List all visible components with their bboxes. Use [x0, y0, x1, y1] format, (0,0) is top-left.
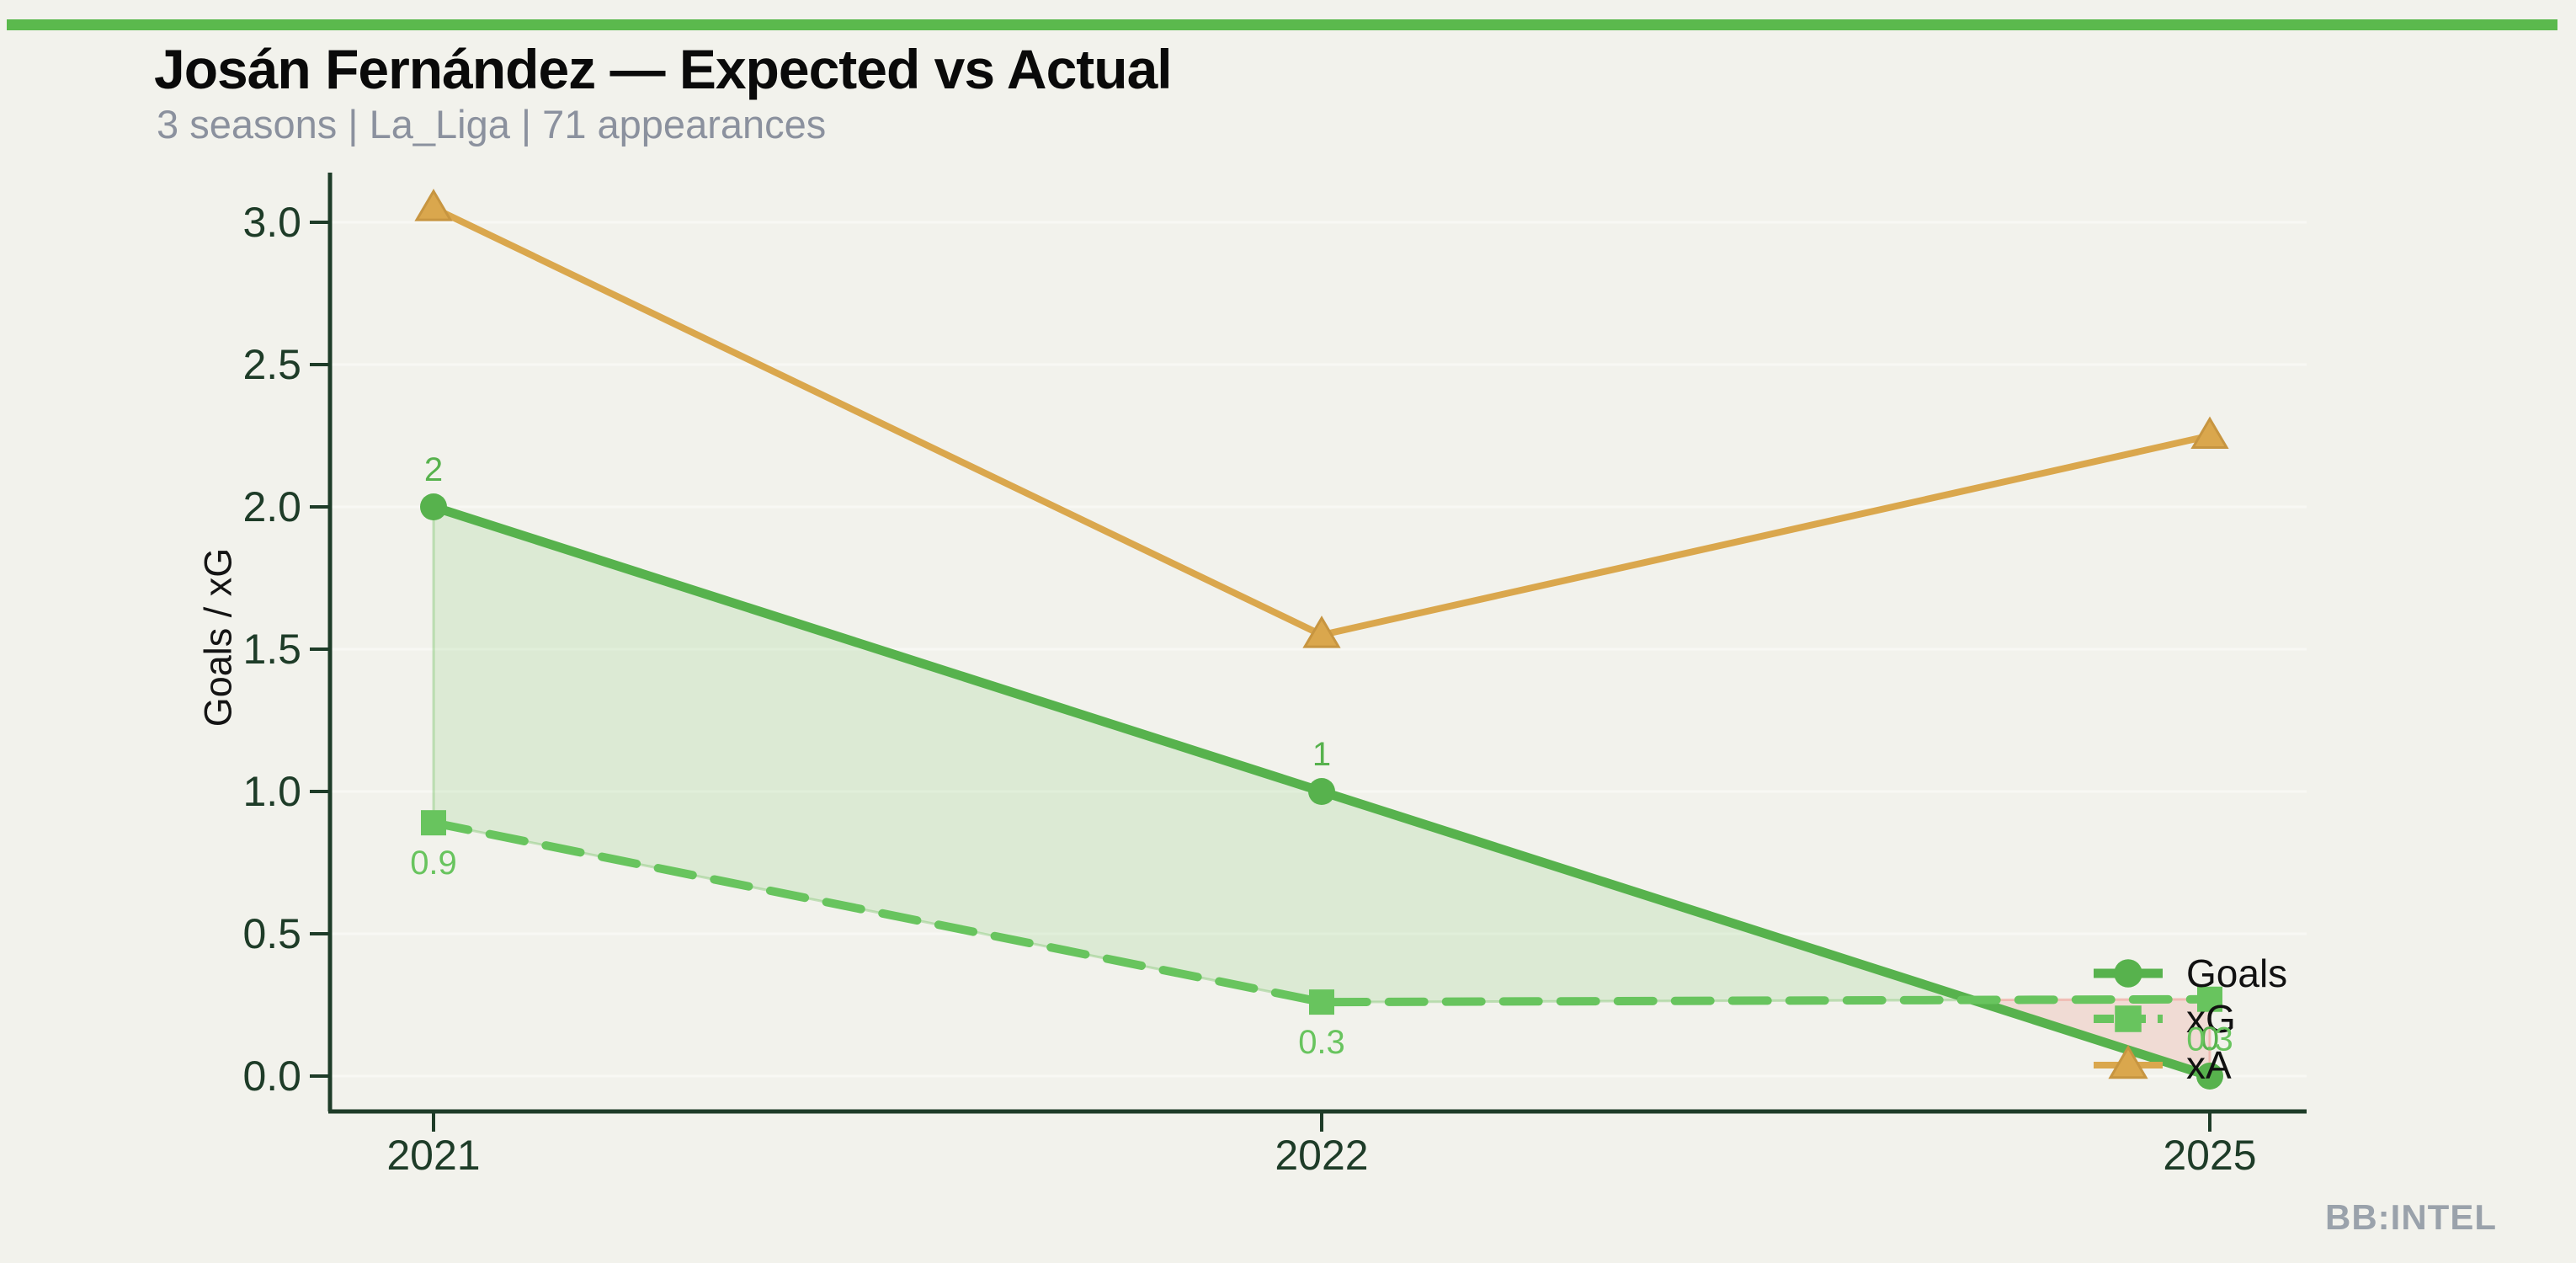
legend-label: xA [2186, 1043, 2232, 1087]
data-point-circle [2196, 1063, 2223, 1090]
series-line-xa [430, 205, 2213, 639]
chart-title: Josán Fernández — Expected vs Actual [154, 38, 1173, 100]
data-point-triangle [2108, 1045, 2148, 1079]
chart-subtitle: 3 seasons | La_Liga | 71 appearances [157, 102, 827, 147]
data-point-circle [2114, 959, 2142, 988]
data-point-triangle [1302, 616, 1341, 648]
data-point-triangle [414, 189, 453, 221]
x-tick-label: 2021 [386, 1132, 480, 1179]
data-point-square [2115, 1005, 2142, 1032]
y-tick-label: 2.0 [242, 483, 301, 530]
point-label: 0.3 [1298, 1024, 1345, 1061]
point-label: 0.3 [2186, 1021, 2233, 1058]
series-goals [420, 493, 2223, 1090]
y-tick-label: 1.0 [242, 768, 301, 815]
point-label: 2 [424, 451, 443, 488]
data-point-square [1309, 989, 1334, 1015]
series-xa [414, 189, 2229, 648]
data-point-circle [1308, 778, 1335, 805]
legend-label: Goals [2186, 951, 2287, 995]
point-label: 1 [1312, 736, 1331, 773]
y-tick-label: 1.5 [242, 626, 301, 673]
series-xg [421, 810, 2222, 1015]
data-point-triangle [2190, 416, 2229, 449]
data-point-square [2197, 986, 2222, 1012]
series-line-xg [429, 818, 2214, 1007]
data-point-circle [420, 493, 447, 520]
y-tick-label: 0.0 [242, 1052, 301, 1100]
y-tick-label: 0.5 [242, 910, 301, 957]
y-tick-label: 3.0 [242, 199, 301, 246]
data-point-square [421, 810, 446, 836]
x-tick-label: 2022 [1275, 1132, 1368, 1179]
point-label: 0.9 [410, 845, 457, 882]
watermark: BB:INTEL [2325, 1197, 2497, 1237]
legend-item-xg: xG [2094, 997, 2236, 1041]
x-tick-label: 2025 [2163, 1132, 2256, 1179]
point-labels: 2 1 0 0.9 0.3 0.3 [410, 451, 2233, 1061]
top-accent-bar [7, 19, 2557, 30]
y-axis-label: Goals / xG [197, 548, 240, 727]
y-tick-label: 2.5 [242, 341, 301, 388]
axes: 0.0 0.5 1.0 1.5 2.0 2.5 3.0 2021 2022 2025 Goals /… [197, 173, 2307, 1179]
legend-item-goals: Goals [2094, 951, 2287, 995]
legend-item-xa: xA [2094, 1043, 2232, 1087]
legend-label: xG [2186, 997, 2236, 1041]
point-label: 0 [2201, 1021, 2219, 1058]
